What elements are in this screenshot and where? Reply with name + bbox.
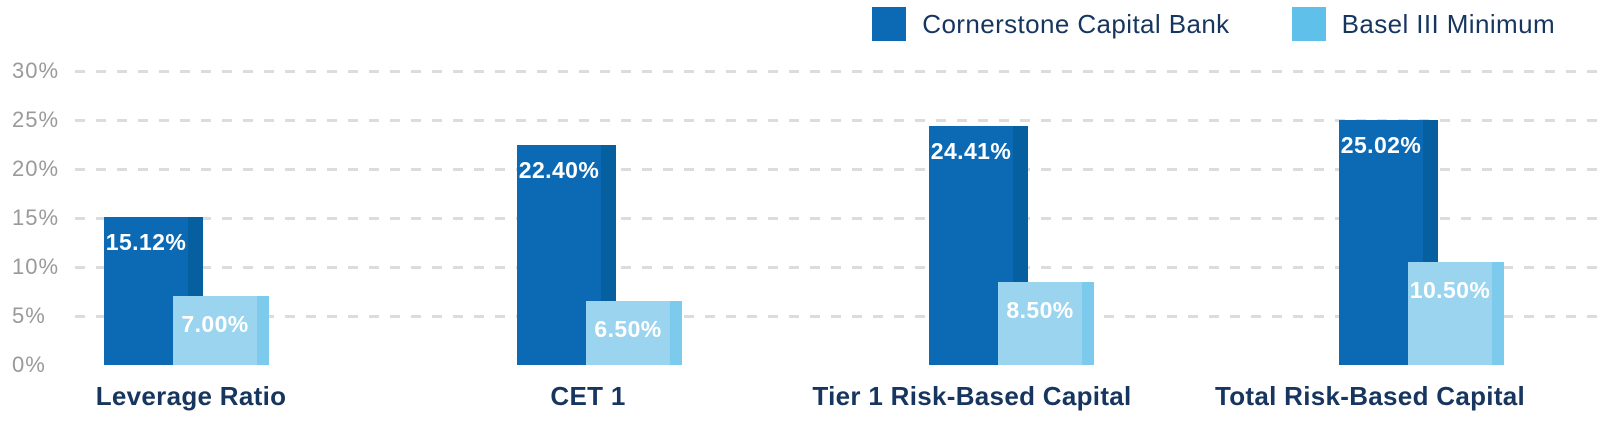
gridline-25pct xyxy=(75,119,1597,122)
y-axis-tick-label-10pct: 10% xyxy=(12,254,60,279)
bar-edge-strip xyxy=(1492,262,1504,365)
legend-item-cornerstone-capital-bank: Cornerstone Capital Bank xyxy=(872,7,1229,41)
value-label-cornerstone-leverage-ratio: 15.12% xyxy=(105,229,187,255)
legend-label-cornerstone-capital-bank: Cornerstone Capital Bank xyxy=(922,8,1230,39)
bar-edge-strip xyxy=(1082,282,1094,365)
y-axis-tick-label-5pct: 5% xyxy=(12,303,46,328)
value-label-basel-cet-1: 6.50% xyxy=(594,316,662,342)
y-axis-tick-label-30pct: 30% xyxy=(12,58,60,83)
bar-cornerstone-capital-bank-leverage-ratio: 15.12% xyxy=(104,217,203,365)
legend-item-basel-iii-minimum: Basel III Minimum xyxy=(1291,7,1555,41)
gridline-5pct xyxy=(75,315,1597,318)
bar-basel-iii-minimum-cet-1: 6.50% xyxy=(586,301,682,365)
y-axis-tick-label-0pct: 0% xyxy=(12,352,46,377)
y-axis-tick-label-15pct: 15% xyxy=(12,205,60,230)
value-label-basel-tier-1-risk-based-capital: 8.50% xyxy=(1006,297,1074,323)
value-label-cornerstone-total-risk-based-capital: 25.02% xyxy=(1340,132,1422,158)
category-label-leverage-ratio: Leverage Ratio xyxy=(95,381,287,411)
value-label-cornerstone-tier-1-risk-based-capital: 24.41% xyxy=(930,138,1012,164)
y-axis-tick-label-20pct: 20% xyxy=(12,156,60,181)
bar-edge-strip xyxy=(257,296,269,365)
category-label-cet-1: CET 1 xyxy=(550,381,626,411)
category-label-tier-1-risk-based-capital: Tier 1 Risk-Based Capital xyxy=(812,381,1132,411)
bar-basel-iii-minimum-leverage-ratio: 7.00% xyxy=(173,296,269,365)
legend-swatch-cornerstone-capital-bank-icon xyxy=(872,7,907,41)
gridline-30pct xyxy=(75,70,1597,73)
y-axis-tick-label-25pct: 25% xyxy=(12,107,60,132)
gridline-15pct xyxy=(75,217,1597,220)
value-label-cornerstone-cet-1: 22.40% xyxy=(518,157,600,183)
bar-edge-strip xyxy=(670,301,682,365)
legend-swatch-basel-iii-minimum-icon xyxy=(1291,7,1326,41)
value-label-basel-total-risk-based-capital: 10.50% xyxy=(1409,277,1491,303)
legend-label-basel-iii-minimum: Basel III Minimum xyxy=(1341,8,1555,39)
bar-basel-iii-minimum-total-risk-based-capital: 10.50% xyxy=(1408,262,1504,365)
gridline-10pct xyxy=(75,266,1597,269)
bar-basel-iii-minimum-tier-1-risk-based-capital: 8.50% xyxy=(998,282,1094,365)
chart-legend: Cornerstone Capital Bank Basel III Minimu… xyxy=(872,7,1555,41)
category-label-total-risk-based-capital: Total Risk-Based Capital xyxy=(1214,381,1526,411)
gridline-20pct xyxy=(75,168,1597,171)
value-label-basel-leverage-ratio: 7.00% xyxy=(181,311,249,337)
